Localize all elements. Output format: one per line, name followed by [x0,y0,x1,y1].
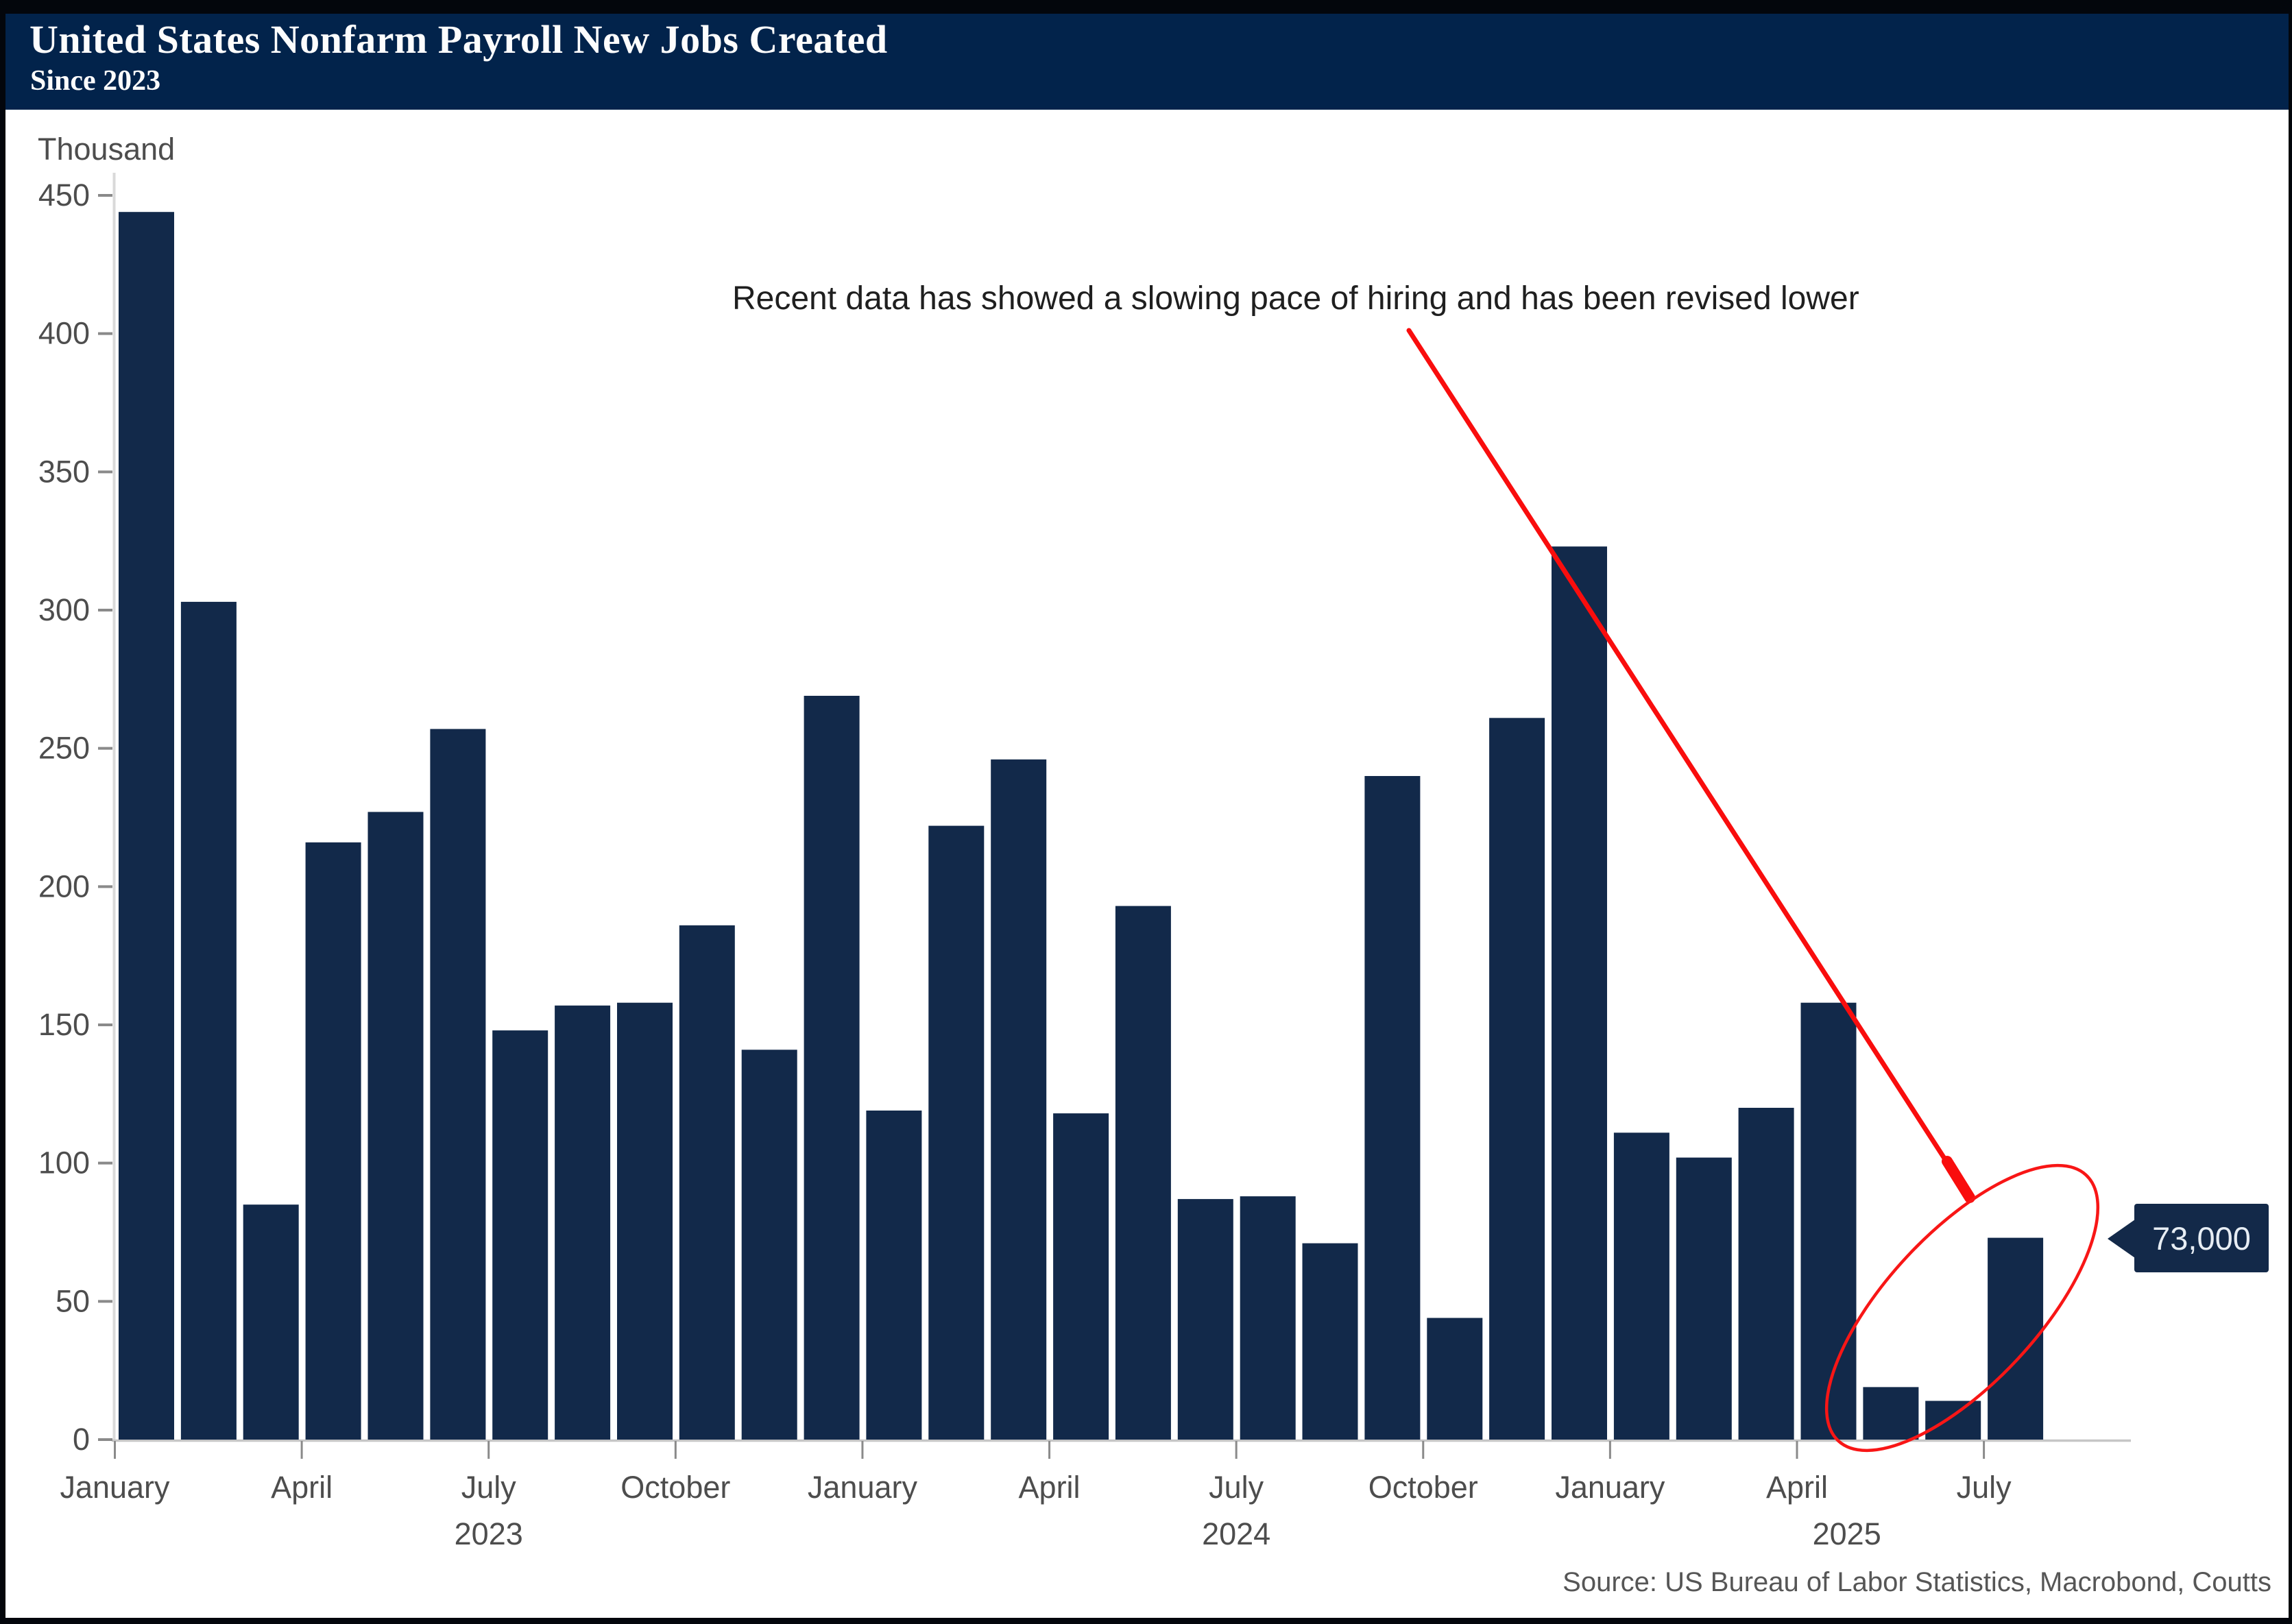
x-axis-month-label: January [808,1470,918,1505]
bar-august-2023 [555,1005,611,1440]
y-axis-tick-label: 0 [73,1422,90,1457]
bar-march-2024 [991,759,1047,1440]
bar-may-2023 [367,812,424,1440]
y-axis-tick-label: 350 [38,454,90,489]
bar-march-2025 [1738,1108,1794,1440]
bar-april-2024 [1053,1113,1109,1440]
bar-october-2023 [679,925,735,1440]
bar-march-2023 [243,1204,299,1440]
y-axis-tick-label: 250 [38,731,90,766]
bar-november-2024 [1489,718,1545,1440]
y-axis-tick-label: 50 [56,1283,90,1318]
bar-july-2023 [492,1030,548,1440]
x-axis-month-label: October [1368,1470,1478,1505]
page-subtitle: Since 2023 [30,65,161,97]
y-axis-tick-label: 400 [38,316,90,351]
x-axis-month-label: October [620,1470,730,1505]
annotation-leader-line-tip [1942,1156,1975,1203]
highlight-ellipse [1824,1163,2100,1453]
bar-september-2024 [1364,776,1421,1440]
y-axis-unit-label: Thousand [38,132,176,167]
y-axis-tick-label: 450 [38,178,90,213]
x-axis-month-label: July [1957,1470,2012,1505]
bar-june-2024 [1177,1199,1233,1440]
bar-february-2023 [180,601,237,1440]
bar-november-2023 [741,1050,797,1440]
bar-may-2024 [1115,906,1171,1440]
x-axis-year-label: 2023 [455,1516,523,1551]
source-text: Source: US Bureau of Labor Statistics, M… [1563,1567,2271,1597]
y-axis-tick-label: 150 [38,1007,90,1042]
annotation-leader-line [1406,328,1959,1179]
annotation-text: Recent data has showed a slowing pace of… [732,280,1859,317]
page-title: United States Nonfarm Payroll New Jobs C… [29,17,888,62]
bar-august-2024 [1302,1243,1358,1440]
bar-april-2023 [305,842,361,1440]
bar-january-2023 [119,212,174,1440]
x-axis-year-label: 2025 [1813,1516,1881,1551]
bar-may-2025 [1863,1387,1919,1440]
bar-december-2023 [804,696,860,1440]
bar-april-2025 [1800,1002,1857,1440]
callout-box [2134,1204,2269,1272]
bar-june-2023 [430,729,486,1440]
bar-june-2025 [1925,1401,1981,1440]
y-axis-tick-label: 200 [38,869,90,904]
bar-september-2023 [617,1002,673,1440]
bar-december-2024 [1552,546,1607,1440]
x-axis-month-label: July [1209,1470,1264,1505]
bar-february-2025 [1676,1157,1732,1440]
bar-january-2025 [1613,1132,1669,1440]
header: United States Nonfarm Payroll New Jobs C… [5,14,2289,110]
bar-january-2024 [866,1111,922,1440]
y-axis-tick-label: 100 [38,1146,90,1180]
x-axis-month-label: April [1019,1470,1081,1505]
bar-february-2024 [928,825,985,1440]
x-axis-month-label: April [1766,1470,1828,1505]
x-axis-month-label: April [271,1470,333,1505]
bar-july-2024 [1240,1196,1296,1440]
x-axis-month-label: January [1555,1470,1665,1505]
x-axis-month-label: January [60,1470,170,1505]
callout-value-label: 73,000 [2152,1220,2251,1257]
x-axis-month-label: July [461,1470,517,1505]
y-axis-tick-label: 300 [38,592,90,627]
x-axis-year-label: 2024 [1202,1516,1270,1551]
bar-october-2024 [1427,1318,1483,1440]
